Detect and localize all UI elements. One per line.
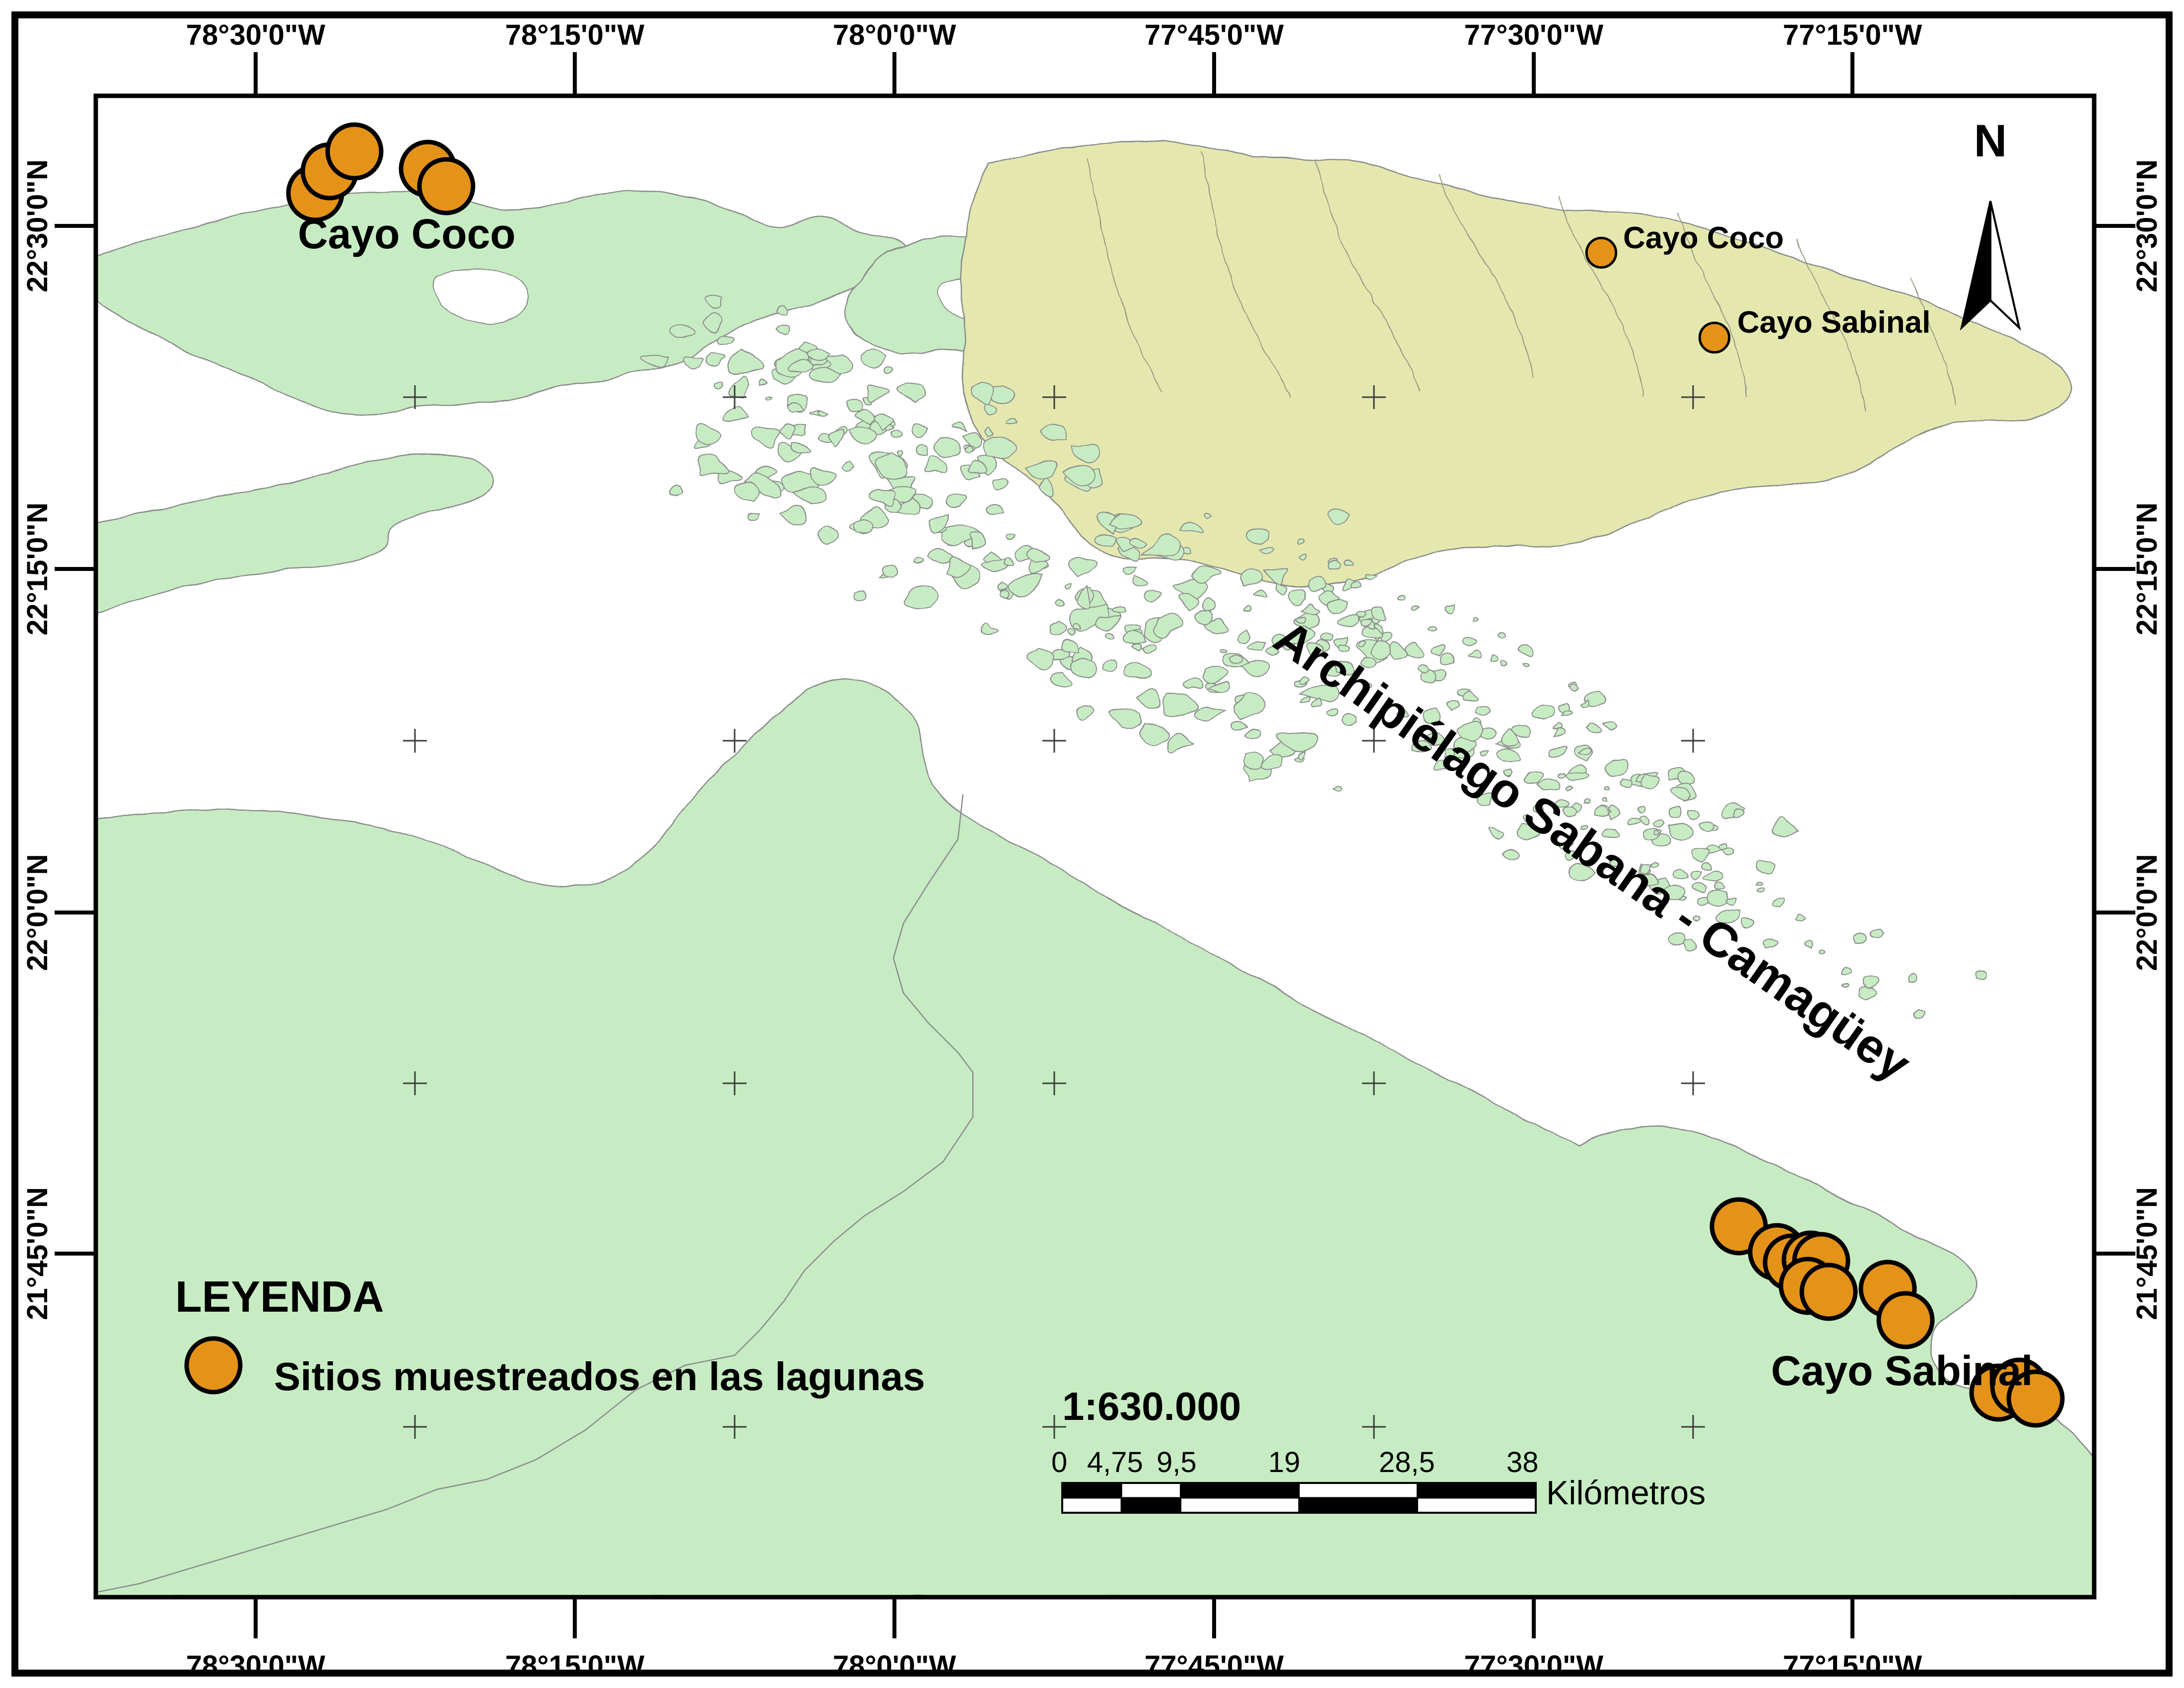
svg-text:22°15'0"N: 22°15'0"N xyxy=(21,502,54,635)
svg-text:1:630.000: 1:630.000 xyxy=(1062,1384,1241,1428)
svg-text:21°45'0"N: 21°45'0"N xyxy=(21,1187,54,1320)
svg-text:78°15'0"W: 78°15'0"W xyxy=(505,1650,645,1682)
svg-text:78°0'0"W: 78°0'0"W xyxy=(833,1650,956,1682)
svg-text:22°30'0"N: 22°30'0"N xyxy=(21,159,54,292)
svg-text:Kilómetros: Kilómetros xyxy=(1546,1474,1706,1512)
svg-text:Cayo Sabinal: Cayo Sabinal xyxy=(1737,305,1930,340)
svg-text:Cayo Sabinal: Cayo Sabinal xyxy=(1771,1347,2033,1394)
svg-text:78°30'0"W: 78°30'0"W xyxy=(186,1650,326,1682)
svg-text:77°15'0"W: 77°15'0"W xyxy=(1783,1650,1922,1682)
svg-text:78°15'0"W: 78°15'0"W xyxy=(505,19,645,51)
svg-text:22°15'0"N: 22°15'0"N xyxy=(2131,502,2163,635)
svg-text:4,75: 4,75 xyxy=(1087,1446,1143,1478)
svg-text:0: 0 xyxy=(1051,1446,1067,1478)
svg-text:77°15'0"W: 77°15'0"W xyxy=(1783,19,1922,51)
svg-text:9,5: 9,5 xyxy=(1157,1446,1197,1478)
svg-text:19: 19 xyxy=(1268,1446,1300,1478)
svg-text:22°0'0"N: 22°0'0"N xyxy=(2131,854,2163,971)
svg-text:21°45'0"N: 21°45'0"N xyxy=(2131,1187,2163,1320)
svg-text:78°30'0"W: 78°30'0"W xyxy=(186,19,326,51)
svg-text:Cayo Coco: Cayo Coco xyxy=(298,211,516,257)
svg-text:38: 38 xyxy=(1506,1446,1539,1478)
svg-text:N: N xyxy=(1974,116,2007,166)
svg-text:77°30'0"W: 77°30'0"W xyxy=(1464,19,1604,51)
svg-text:22°0'0"N: 22°0'0"N xyxy=(21,854,54,971)
svg-text:28,5: 28,5 xyxy=(1379,1446,1435,1478)
svg-text:77°30'0"W: 77°30'0"W xyxy=(1464,1650,1604,1682)
svg-text:Sitios muestreados en las lagu: Sitios muestreados en las lagunas xyxy=(274,1354,925,1399)
svg-text:77°45'0"W: 77°45'0"W xyxy=(1145,1650,1284,1682)
svg-text:22°30'0"N: 22°30'0"N xyxy=(2131,159,2163,292)
svg-text:78°0'0"W: 78°0'0"W xyxy=(833,19,956,51)
svg-text:LEYENDA: LEYENDA xyxy=(175,1272,384,1321)
svg-text:77°45'0"W: 77°45'0"W xyxy=(1145,19,1284,51)
svg-text:Cayo Coco: Cayo Coco xyxy=(1623,221,1784,255)
